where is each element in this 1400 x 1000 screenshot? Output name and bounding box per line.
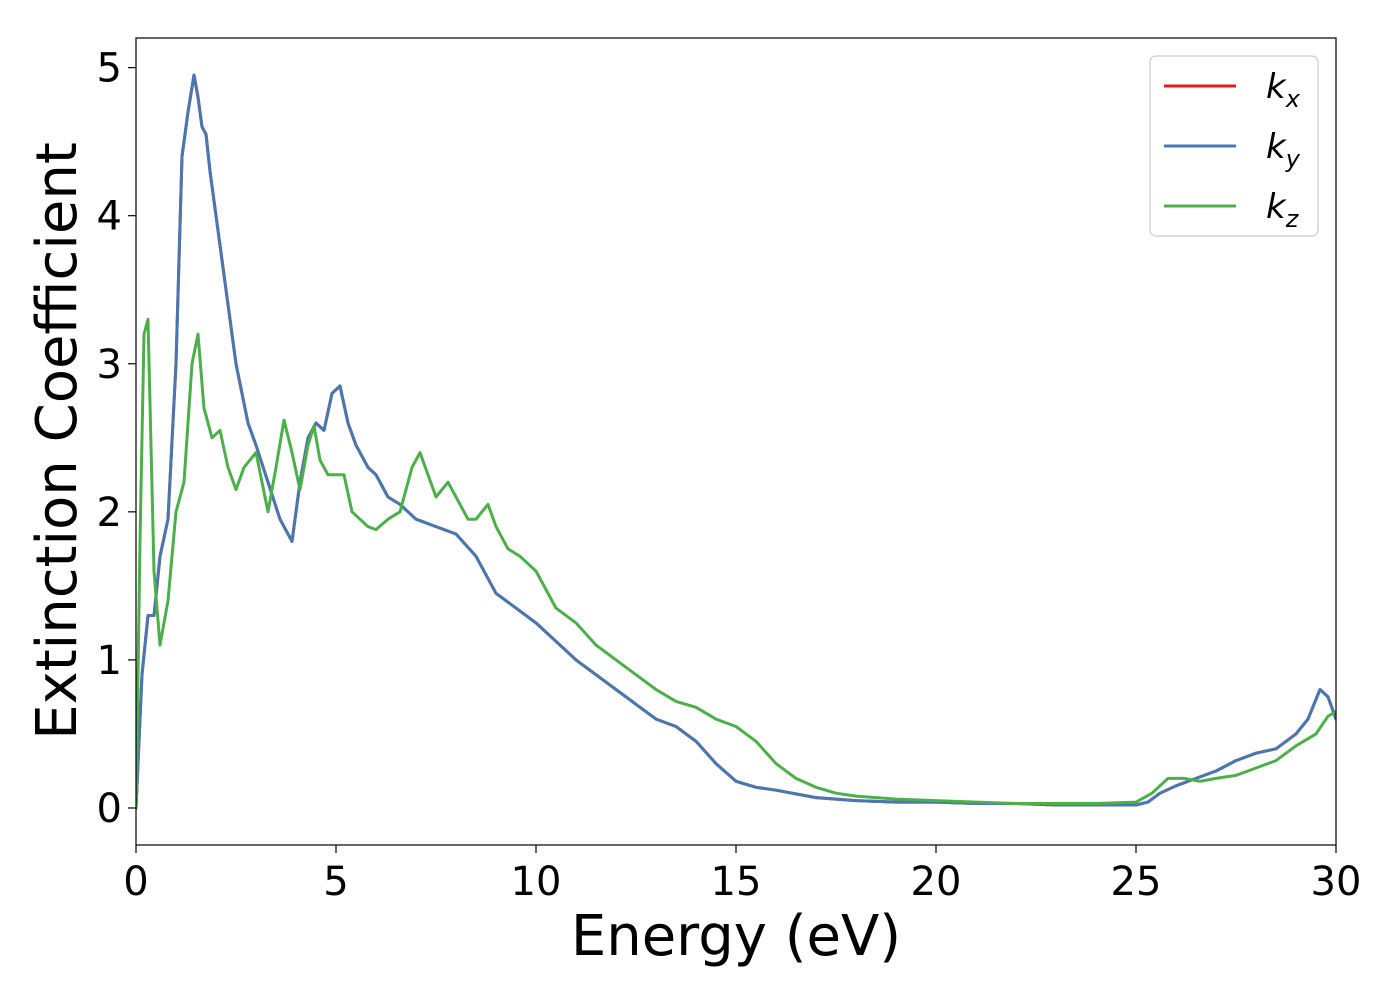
x-tick-label: 25 (1111, 859, 1162, 905)
series-line-k-z (136, 317, 1336, 810)
legend-label-k-z: kz (1266, 187, 1300, 233)
y-axis-ticks: 0 1 2 3 4 5 (97, 46, 136, 832)
legend-label-k-y: ky (1266, 127, 1301, 173)
y-tick-label: 3 (97, 342, 122, 388)
series-layer (136, 73, 1336, 810)
x-tick-label: 20 (911, 859, 962, 905)
legend-label-k-x: kx (1266, 67, 1301, 113)
x-tick-label: 15 (711, 859, 762, 905)
y-tick-label: 1 (97, 638, 122, 684)
y-tick-label: 5 (97, 46, 122, 92)
y-tick-label: 2 (97, 490, 122, 536)
x-axis-ticks: 0 5 10 15 20 25 30 (123, 845, 1361, 905)
x-tick-label: 5 (323, 859, 348, 905)
series-line-k-y (136, 73, 1336, 810)
y-tick-label: 4 (97, 194, 122, 240)
y-axis-title: Extinction Coefficient (25, 142, 90, 740)
legend: kx ky kz (1149, 55, 1319, 237)
x-tick-label: 30 (1311, 859, 1362, 905)
x-tick-label: 0 (123, 859, 148, 905)
y-tick-label: 0 (97, 786, 122, 832)
x-tick-label: 10 (511, 859, 562, 905)
x-axis-title: Energy (eV) (571, 904, 901, 969)
